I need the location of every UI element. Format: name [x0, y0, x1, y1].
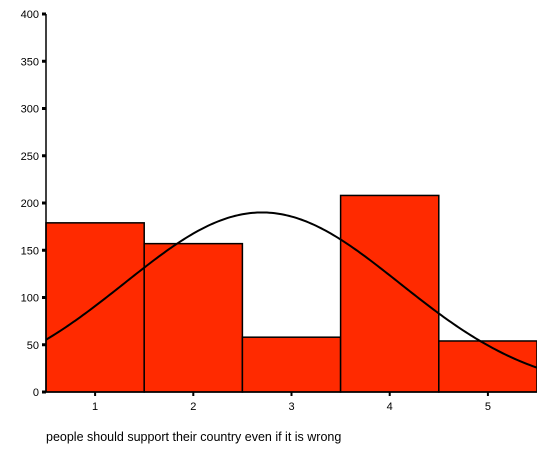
x-tick-label-3: 3 [288, 401, 294, 413]
x-ticks-group: 1 2 3 4 5 [92, 392, 491, 413]
y-tick-label-350: 350 [21, 56, 39, 68]
y-tick-label-400: 400 [21, 9, 39, 21]
y-tick-label-0: 0 [33, 387, 39, 399]
x-tick-label-4: 4 [387, 401, 393, 413]
y-tick-label-100: 100 [21, 293, 39, 305]
bar-3 [241, 336, 342, 393]
y-ticks-group: 0 50 100 150 200 250 300 350 400 [21, 9, 46, 399]
x-axis-label: people should support their country even… [46, 430, 341, 444]
normal-curve [45, 211, 537, 369]
bars-group [45, 194, 537, 393]
x-tick-label-2: 2 [190, 401, 196, 413]
y-tick-label-200: 200 [21, 198, 39, 210]
y-tick-label-150: 150 [21, 245, 39, 257]
x-tick-label-1: 1 [92, 401, 98, 413]
y-tick-label-300: 300 [21, 104, 39, 116]
bar-2 [143, 242, 244, 393]
bar-1 [45, 222, 145, 393]
bar-4 [339, 194, 440, 393]
x-tick-label-5: 5 [485, 401, 491, 413]
y-tick-label-250: 250 [21, 151, 39, 163]
y-tick-label-50: 50 [27, 340, 39, 352]
bar-5 [438, 340, 537, 393]
